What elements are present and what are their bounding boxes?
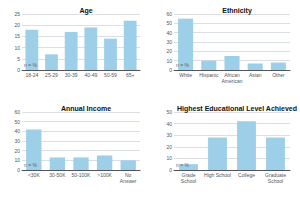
svg-text:30-39: 30-39 (65, 72, 78, 78)
svg-text:0: 0 (169, 167, 172, 173)
svg-text:Grade: Grade (181, 172, 196, 178)
svg-text:Age: Age (79, 7, 92, 15)
svg-text:0: 0 (169, 67, 172, 73)
svg-text:n = %: n = % (24, 162, 37, 168)
svg-text:No: No (125, 172, 132, 178)
svg-text:Other: Other (272, 72, 285, 78)
svg-text:School: School (181, 178, 196, 184)
svg-text:40: 40 (166, 121, 172, 127)
svg-text:5: 5 (17, 56, 20, 62)
svg-text:White: White (179, 72, 192, 78)
svg-text:n = %: n = % (24, 62, 37, 68)
svg-text:15: 15 (14, 33, 20, 39)
svg-text:0: 0 (17, 167, 20, 173)
svg-text:20: 20 (14, 148, 20, 154)
svg-text:30: 30 (166, 39, 172, 45)
svg-text:25: 25 (14, 11, 20, 17)
svg-text:50: 50 (166, 109, 172, 115)
svg-text:30: 30 (166, 132, 172, 138)
svg-text:40-49: 40-49 (84, 72, 97, 78)
svg-text:0: 0 (17, 67, 20, 73)
svg-text:65+: 65+ (126, 72, 135, 78)
svg-text:American: American (221, 78, 242, 84)
svg-text:50: 50 (14, 119, 20, 125)
svg-text:10: 10 (14, 157, 20, 163)
svg-text:60: 60 (166, 11, 172, 17)
svg-text:School: School (268, 178, 283, 184)
svg-text:Answer: Answer (120, 178, 137, 184)
svg-text:50-100K: 50-100K (72, 172, 92, 178)
svg-text:Annual Income: Annual Income (61, 105, 111, 112)
svg-text:Ethnicity: Ethnicity (222, 7, 252, 15)
svg-text:African: African (224, 72, 240, 78)
svg-text:40: 40 (14, 128, 20, 134)
svg-text:18-24: 18-24 (25, 72, 38, 78)
svg-text:n = %: n = % (176, 62, 189, 68)
svg-text:50-59: 50-59 (104, 72, 117, 78)
svg-text:10: 10 (166, 155, 172, 161)
svg-text:20: 20 (166, 48, 172, 54)
svg-text:High School: High School (204, 172, 231, 178)
svg-text:50: 50 (166, 20, 172, 26)
svg-text:10: 10 (166, 58, 172, 64)
svg-text:Asian: Asian (249, 72, 262, 78)
svg-text:Graduate: Graduate (265, 172, 286, 178)
svg-text:>100K: >100K (97, 172, 112, 178)
svg-text:30: 30 (14, 138, 20, 144)
svg-text:40: 40 (166, 30, 172, 36)
svg-text:<30K: <30K (28, 172, 40, 178)
svg-text:60: 60 (14, 109, 20, 115)
svg-text:College: College (238, 172, 255, 178)
svg-text:20: 20 (14, 22, 20, 28)
svg-text:25-29: 25-29 (45, 72, 58, 78)
svg-text:n = %: n = % (176, 162, 189, 168)
svg-text:30-50K: 30-50K (49, 172, 66, 178)
svg-text:20: 20 (166, 144, 172, 150)
svg-text:10: 10 (14, 45, 20, 51)
svg-text:Hispanic: Hispanic (199, 72, 219, 78)
svg-text:Highest Educational Level Achi: Highest Educational Level Achieved (177, 105, 297, 113)
